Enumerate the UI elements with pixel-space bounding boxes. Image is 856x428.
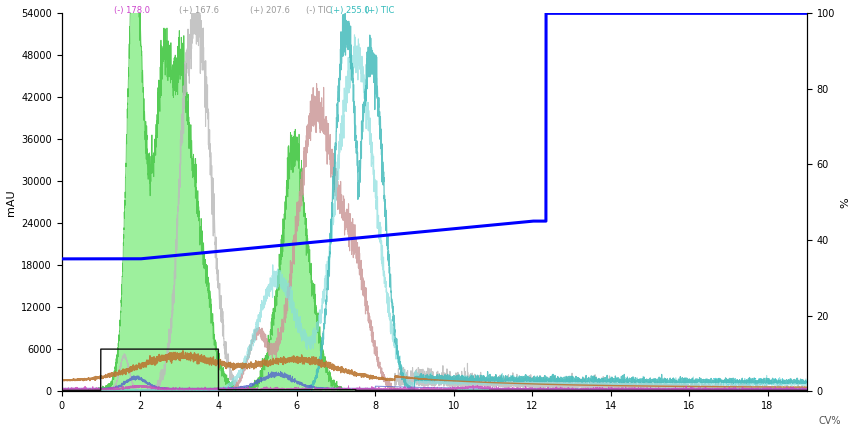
Text: (+) 255.0: (+) 255.0 [330, 6, 370, 15]
Text: (+) 167.6: (+) 167.6 [179, 6, 219, 15]
Text: (+) TIC: (+) TIC [365, 6, 394, 15]
Text: (+) 207.6: (+) 207.6 [249, 6, 289, 15]
Y-axis label: mAU: mAU [5, 189, 15, 216]
Y-axis label: %: % [841, 197, 851, 208]
Text: (-) 178.0: (-) 178.0 [114, 6, 150, 15]
Text: Threshold 10 mAU: Threshold 10 mAU [713, 378, 783, 387]
Text: CV%: CV% [818, 416, 841, 425]
Text: (-) TIC: (-) TIC [306, 6, 331, 15]
